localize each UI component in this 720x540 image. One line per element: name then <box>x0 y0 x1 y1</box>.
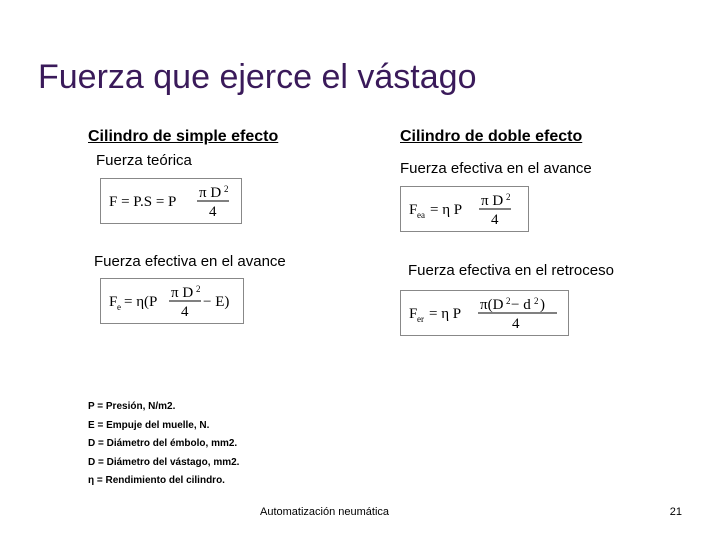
left-heading: Cilindro de simple efecto <box>88 128 388 146</box>
right-heading: Cilindro de doble efecto <box>400 128 700 146</box>
right-sub2-text: Fuerza efectiva en el retroceso <box>408 262 614 279</box>
svg-text:4: 4 <box>512 316 520 332</box>
svg-text:e: e <box>117 302 121 312</box>
legend-line-2: D = Diámetro del émbolo, mm2. <box>88 435 239 454</box>
page-title: Fuerza que ejerce el vástago <box>38 58 476 97</box>
left-sub1: Fuerza teórica <box>96 152 396 170</box>
svg-text:2: 2 <box>506 296 511 306</box>
footer-page: 21 <box>670 506 682 518</box>
legend-line-1: E = Empuje del muelle, N. <box>88 417 239 436</box>
svg-text:2: 2 <box>224 184 229 194</box>
legend: P = Presión, N/m2. E = Empuje del muelle… <box>88 398 239 491</box>
formula-efectiva-doble-avance-box: F ea = η P π D 2 4 <box>400 186 529 232</box>
right-sub2: Fuerza efectiva en el retroceso <box>408 262 708 280</box>
left-sub2-text: Fuerza efectiva en el avance <box>94 253 286 270</box>
legend-line-4: η = Rendimiento del cilindro. <box>88 472 239 491</box>
svg-text:er: er <box>417 314 424 324</box>
svg-text:F = P.S = P: F = P.S = P <box>109 194 176 210</box>
left-sub1-text: Fuerza teórica <box>96 152 192 169</box>
formula-efectiva-doble-retro: F er = η P π(D 2 − d 2 ) 4 <box>400 290 700 341</box>
formula-efectiva-simple-box: F e = η(P π D 2 4 − E) <box>100 278 244 324</box>
right-sub1-text: Fuerza efectiva en el avance <box>400 160 592 177</box>
svg-text:π(D: π(D <box>480 297 504 313</box>
formula-efectiva-simple: F e = η(P π D 2 4 − E) <box>100 278 400 329</box>
formula-teorica: F = P.S = P π D 2 4 <box>100 178 400 229</box>
left-sub2: Fuerza efectiva en el avance <box>94 253 394 271</box>
svg-text:2: 2 <box>196 284 201 294</box>
left-heading-text: Cilindro de simple efecto <box>88 128 278 145</box>
svg-text:2: 2 <box>534 296 539 306</box>
svg-text:π D: π D <box>481 193 503 209</box>
svg-text:ea: ea <box>417 210 425 220</box>
svg-text:= η P: = η P <box>429 306 461 322</box>
formula-teorica-box: F = P.S = P π D 2 4 <box>100 178 242 224</box>
svg-text:= η P: = η P <box>430 202 462 218</box>
svg-text:4: 4 <box>181 304 189 320</box>
svg-text:− d: − d <box>511 297 531 313</box>
footer-text: Automatización neumática <box>260 506 389 518</box>
svg-text:): ) <box>540 297 545 313</box>
right-heading-text: Cilindro de doble efecto <box>400 128 582 145</box>
formula-efectiva-doble-retro-box: F er = η P π(D 2 − d 2 ) 4 <box>400 290 569 336</box>
right-sub1: Fuerza efectiva en el avance <box>400 160 700 178</box>
formula-efectiva-doble-avance: F ea = η P π D 2 4 <box>400 186 700 237</box>
svg-text:4: 4 <box>491 212 499 228</box>
svg-text:π D: π D <box>171 285 193 301</box>
svg-text:− E): − E) <box>203 294 229 310</box>
svg-text:= η(P: = η(P <box>124 294 157 310</box>
svg-text:2: 2 <box>506 192 511 202</box>
legend-line-0: P = Presión, N/m2. <box>88 398 239 417</box>
svg-text:4: 4 <box>209 204 217 220</box>
svg-text:π D: π D <box>199 185 221 201</box>
legend-line-3: D = Diámetro del vástago, mm2. <box>88 454 239 473</box>
